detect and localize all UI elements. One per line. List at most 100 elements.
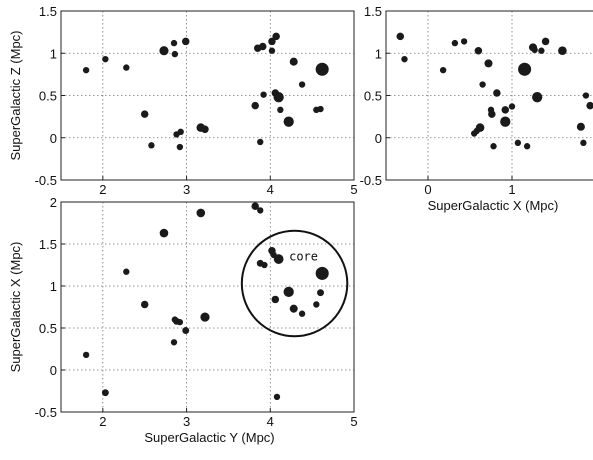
core-label: core [289, 250, 318, 264]
x-tick-label: 3 [183, 414, 190, 429]
data-point [181, 37, 190, 46]
data-point [196, 208, 206, 218]
y-tick-label: -0.5 [35, 173, 57, 188]
data-point [439, 66, 447, 74]
core-circle-annotation [240, 229, 349, 338]
data-point [451, 39, 459, 47]
x-tick-label: 2 [99, 414, 106, 429]
y-tick-label: 0 [375, 131, 382, 146]
data-point [170, 39, 178, 47]
data-point [123, 64, 130, 71]
data-point [273, 393, 281, 401]
data-point [523, 143, 531, 150]
data-point [317, 105, 324, 113]
plot-frame [60, 201, 355, 413]
data-point [273, 92, 284, 103]
data-point [580, 139, 587, 147]
x-tick-label: 2 [99, 182, 106, 197]
data-point [260, 91, 267, 98]
data-point [586, 101, 593, 110]
data-point [273, 254, 284, 264]
data-point [82, 351, 90, 359]
y-tick-label: 0.5 [39, 89, 57, 104]
data-point [475, 123, 485, 132]
data-point [272, 32, 280, 41]
data-point [101, 389, 109, 397]
y-tick-label: -0.5 [360, 173, 382, 188]
y-tick-label: 1.5 [364, 4, 382, 19]
panel-yz: 2 3 4 5 -0.5 0 0.5 1 1.5 SuperGalactic Z (Mpc) [8, 4, 358, 197]
data-point [251, 101, 259, 110]
x-tick-label: 0 [424, 182, 431, 197]
x-tick-label: 4 [267, 182, 274, 197]
data-point [315, 62, 329, 76]
data-point [317, 289, 324, 297]
data-point [298, 310, 306, 317]
data-point [501, 106, 510, 114]
data-point [493, 89, 501, 97]
data-point [259, 42, 267, 51]
x-axis-label: SuperGalactic Y (Mpc) [144, 430, 274, 445]
y-tick-label: 0.5 [39, 321, 57, 336]
data-point [479, 81, 486, 88]
data-point [268, 47, 276, 54]
y-tick-label: 1 [50, 279, 57, 294]
data-point [159, 228, 169, 238]
data-point [460, 38, 468, 45]
data-point [170, 339, 178, 346]
data-point [182, 327, 190, 334]
x-axis-label: SuperGalactic X (Mpc) [428, 198, 559, 213]
plot-frame [385, 10, 593, 181]
data-point [508, 103, 516, 110]
points-group [82, 202, 329, 401]
y-tick-label: 1.5 [39, 4, 57, 19]
y-axis-label: SuperGalactic Z (Mpc) [8, 30, 23, 160]
data-point [140, 300, 149, 309]
data-point [490, 143, 497, 150]
data-point [257, 207, 264, 214]
data-point [558, 46, 567, 56]
y-tick-label: 1 [375, 46, 382, 61]
data-point [251, 202, 259, 210]
y-tick-label: 0 [50, 131, 57, 146]
data-point [474, 46, 483, 55]
data-point [261, 261, 268, 269]
data-point [484, 59, 493, 68]
data-point [289, 57, 298, 66]
data-point [201, 125, 209, 134]
data-point [401, 55, 408, 63]
y-tick-label: 2 [50, 195, 57, 210]
data-point [123, 268, 130, 275]
x-tick-label: 5 [350, 414, 357, 429]
y-tick-label: 0.5 [364, 89, 382, 104]
panel-yx: 2 3 4 5 -0.5 0 0.5 1 1.5 2 SuperGalactic Y (Mpc) Su… [8, 195, 358, 445]
x-tick-label: 5 [350, 182, 357, 197]
x-tick-label: 1 [508, 182, 515, 197]
data-point [298, 81, 306, 88]
data-point [268, 37, 276, 46]
y-tick-label: 1.5 [39, 237, 57, 252]
data-point [532, 92, 543, 103]
data-point [518, 62, 532, 76]
y-tick-label: -0.5 [35, 405, 57, 420]
data-point [176, 143, 184, 151]
x-tick-label: 3 [183, 182, 190, 197]
points-group [396, 32, 593, 150]
data-point [313, 301, 320, 308]
y-axis-label: SuperGalactic X (Mpc) [8, 242, 23, 373]
data-point [289, 304, 298, 313]
data-point [200, 312, 210, 322]
data-point [277, 106, 284, 114]
data-point [283, 116, 294, 127]
data-point [488, 110, 496, 118]
data-point [171, 50, 179, 58]
data-point [257, 138, 264, 146]
data-point [538, 47, 545, 54]
points-group [82, 32, 329, 151]
data-point [500, 116, 511, 127]
data-point [396, 32, 405, 41]
data-point [140, 110, 149, 118]
data-point [582, 92, 590, 99]
data-point [102, 55, 109, 63]
